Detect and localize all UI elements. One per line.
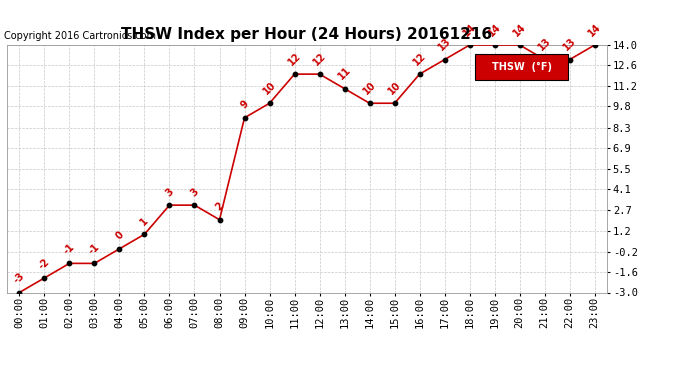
Point	[14, 290, 25, 296]
Point	[414, 71, 425, 77]
Text: Copyright 2016 Cartronics.com: Copyright 2016 Cartronics.com	[4, 32, 156, 41]
Text: 3: 3	[188, 186, 200, 198]
Point	[264, 100, 275, 106]
Text: 12: 12	[311, 51, 328, 67]
Point	[539, 57, 550, 63]
Text: -1: -1	[62, 242, 77, 256]
Point	[339, 86, 350, 92]
Text: 14: 14	[511, 21, 528, 38]
Point	[289, 71, 300, 77]
Text: 10: 10	[386, 80, 403, 96]
Point	[364, 100, 375, 106]
Text: 14: 14	[462, 21, 478, 38]
Text: THSW  (°F): THSW (°F)	[492, 62, 552, 72]
Point	[39, 275, 50, 281]
Text: 14: 14	[486, 21, 503, 38]
Point	[164, 202, 175, 208]
Text: -2: -2	[37, 256, 52, 271]
Point	[514, 42, 525, 48]
Text: -3: -3	[12, 271, 27, 286]
FancyBboxPatch shape	[475, 54, 568, 80]
Point	[314, 71, 325, 77]
Point	[464, 42, 475, 48]
Point	[114, 246, 125, 252]
Point	[564, 57, 575, 63]
Text: 0: 0	[114, 230, 126, 242]
Text: 1: 1	[139, 216, 150, 227]
Text: 13: 13	[436, 36, 453, 52]
Text: 14: 14	[586, 21, 603, 38]
Point	[389, 100, 400, 106]
Text: 10: 10	[262, 80, 278, 96]
Text: 13: 13	[536, 36, 553, 52]
Point	[89, 260, 100, 266]
Text: -1: -1	[87, 242, 102, 256]
Text: 12: 12	[286, 51, 303, 67]
Point	[489, 42, 500, 48]
Point	[214, 217, 225, 223]
Point	[239, 115, 250, 121]
Point	[439, 57, 450, 63]
Point	[589, 42, 600, 48]
Text: 13: 13	[562, 36, 578, 52]
Text: 9: 9	[239, 99, 250, 111]
Point	[64, 260, 75, 266]
Point	[139, 231, 150, 237]
Text: 12: 12	[411, 51, 428, 67]
Title: THSW Index per Hour (24 Hours) 20161216: THSW Index per Hour (24 Hours) 20161216	[121, 27, 493, 42]
Text: 2: 2	[214, 201, 226, 213]
Text: 11: 11	[336, 65, 353, 82]
Text: 10: 10	[362, 80, 378, 96]
Point	[189, 202, 200, 208]
Text: 3: 3	[164, 186, 175, 198]
